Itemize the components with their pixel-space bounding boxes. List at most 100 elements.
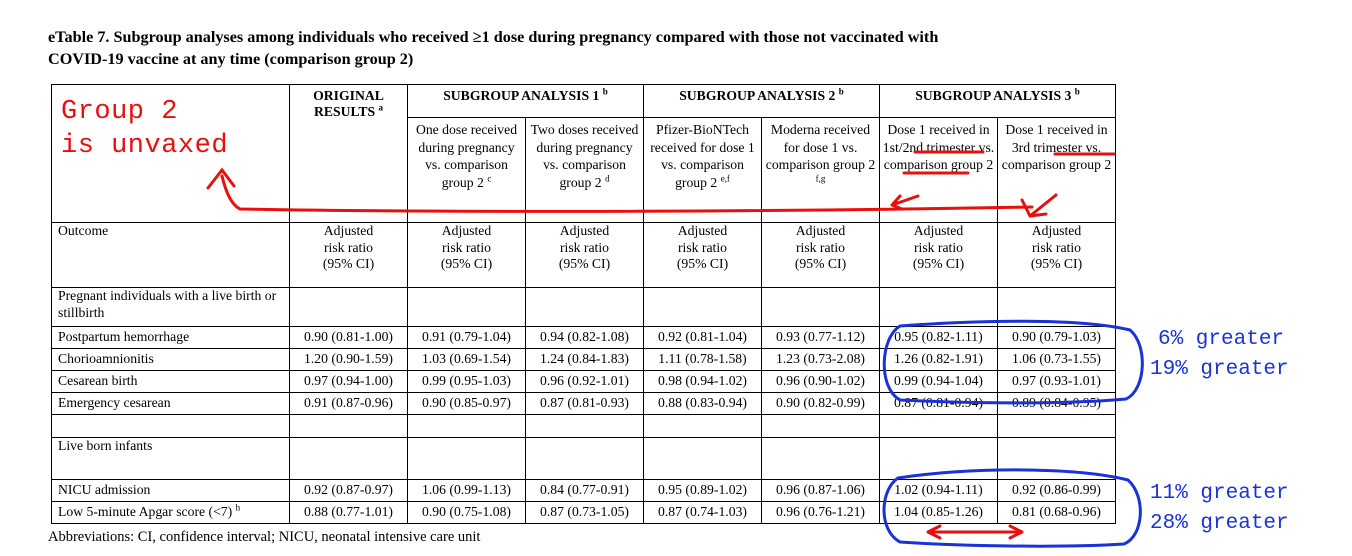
risk-ratio-cell: 0.99 (0.95-1.03) [407,370,526,393]
risk-ratio-cell: 1.02 (0.94-1.11) [879,479,998,502]
table-title: eTable 7. Subgroup analyses among indivi… [48,26,1128,70]
risk-ratio-cell: 0.95 (0.89-1.02) [643,479,762,502]
title-line-1: eTable 7. Subgroup analyses among indivi… [48,28,939,46]
annotation-nicu-greater: 11% greater [1150,482,1289,505]
risk-ratio-cell: 0.90 (0.85-0.97) [407,392,526,415]
empty-cell [761,437,880,480]
risk-ratio-cell: 0.90 (0.82-0.99) [761,392,880,415]
risk-ratio-cell: 1.24 (0.84-1.83) [525,348,644,371]
risk-ratio-cell: 1.03 (0.69-1.54) [407,348,526,371]
risk-ratio-cell: 0.94 (0.82-1.08) [525,326,644,349]
annotation-pph-greater: 6% greater [1158,328,1285,351]
empty-cell [289,437,408,480]
risk-ratio-cell: 0.89 (0.84-0.95) [997,392,1116,415]
section-pregnant: Pregnant individuals with a live birth o… [51,287,290,327]
subheader-5: Dose 1 received in 1st/2nd trimester vs.… [879,117,998,223]
outcome-label: Chorioamnionitis [51,348,290,371]
empty-cell [761,287,880,327]
risk-ratio-cell: 0.84 (0.77-0.91) [525,479,644,502]
measure-cell-4: Adjusted risk ratio (95% CI) [643,222,762,288]
risk-ratio-cell: 0.92 (0.81-1.04) [643,326,762,349]
risk-ratio-cell: 0.98 (0.94-1.02) [643,370,762,393]
empty-cell [525,287,644,327]
measure-cell-5: Adjusted risk ratio (95% CI) [761,222,880,288]
table-row: Postpartum hemorrhage 0.90 (0.81-1.00) 0.9… [51,326,1116,349]
section-infants: Live born infants [51,437,290,480]
empty-cell [643,437,762,480]
measure-cell-2: Adjusted risk ratio (95% CI) [407,222,526,288]
risk-ratio-cell: 0.91 (0.87-0.96) [289,392,408,415]
empty-cell [761,414,880,438]
risk-ratio-cell: 0.97 (0.93-1.01) [997,370,1116,393]
annotation-group2-line2: is unvaxed [61,131,229,161]
table-row: Emergency cesarean 0.91 (0.87-0.96) 0.90 (… [51,392,1116,415]
risk-ratio-cell: 0.90 (0.75-1.08) [407,501,526,524]
risk-ratio-cell: 0.87 (0.81-0.93) [525,392,644,415]
risk-ratio-cell: 1.04 (0.85-1.26) [879,501,998,524]
outcome-label: Postpartum hemorrhage [51,326,290,349]
empty-cell [525,414,644,438]
empty-cell [879,437,998,480]
empty-cell [51,414,290,438]
table-row: Chorioamnionitis 1.20 (0.90-1.59) 1.03 (0.… [51,348,1116,371]
title-line-2: COVID-19 vaccine at any time (comparison… [48,50,414,68]
risk-ratio-cell: 1.23 (0.73-2.08) [761,348,880,371]
subheader-6: Dose 1 received in 3rd trimester vs. com… [997,117,1116,223]
red-double-arrow [926,524,1024,540]
risk-ratio-cell: 1.11 (0.78-1.58) [643,348,762,371]
outcome-label: NICU admission [51,479,290,502]
table-row: Cesarean birth 0.97 (0.94-1.00) 0.99 (0.95… [51,370,1116,393]
empty-cell [879,287,998,327]
annotation-group2-line1: Group 2 [61,97,178,127]
risk-ratio-cell: 0.97 (0.94-1.00) [289,370,408,393]
outcome-label: Low 5-minute Apgar score (<7) h [51,501,290,524]
header-original-results: ORIGINAL RESULTS a [289,84,408,223]
risk-ratio-cell: 0.81 (0.68-0.96) [997,501,1116,524]
subheader-4: Moderna received for dose 1 vs. comparis… [761,117,880,223]
measure-cell-7: Adjusted risk ratio (95% CI) [997,222,1116,288]
table-row: NICU admission 0.92 (0.87-0.97) 1.06 (0.99… [51,479,1116,502]
risk-ratio-cell: 0.96 (0.92-1.01) [525,370,644,393]
risk-ratio-cell: 0.92 (0.87-0.97) [289,479,408,502]
risk-ratio-cell: 0.92 (0.86-0.99) [997,479,1116,502]
risk-ratio-cell: 1.06 (0.99-1.13) [407,479,526,502]
empty-cell [997,437,1116,480]
risk-ratio-cell: 0.96 (0.76-1.21) [761,501,880,524]
risk-ratio-cell: 0.88 (0.77-1.01) [289,501,408,524]
risk-ratio-cell: 0.90 (0.79-1.03) [997,326,1116,349]
footnote-abbreviations: Abbreviations: CI, confidence interval; … [48,529,481,545]
empty-cell [643,287,762,327]
empty-cell [407,287,526,327]
measure-cell-6: Adjusted risk ratio (95% CI) [879,222,998,288]
subheader-3: Pfizer-BioNTech received for dose 1 vs. … [643,117,762,223]
table-row: Low 5-minute Apgar score (<7) h 0.88 (0.7… [51,501,1116,524]
empty-cell [407,437,526,480]
empty-cell [407,414,526,438]
subheader-2: Two doses received during pregnancy vs. … [525,117,644,223]
risk-ratio-cell: 0.95 (0.82-1.11) [879,326,998,349]
risk-ratio-cell: 0.93 (0.77-1.12) [761,326,880,349]
risk-ratio-cell: 0.87 (0.74-1.03) [643,501,762,524]
outcome-label: Emergency cesarean [51,392,290,415]
risk-ratio-cell: 0.87 (0.73-1.05) [525,501,644,524]
empty-cell [289,287,408,327]
header-subgroup-2: SUBGROUP ANALYSIS 2 b [643,84,880,118]
outcome-label: Cesarean birth [51,370,290,393]
outcome-header: Outcome [51,222,290,288]
risk-ratio-cell: 0.96 (0.90-1.02) [761,370,880,393]
empty-cell [289,414,408,438]
risk-ratio-cell: 0.96 (0.87-1.06) [761,479,880,502]
header-subgroup-3: SUBGROUP ANALYSIS 3 b [879,84,1116,118]
empty-cell [643,414,762,438]
risk-ratio-cell: 0.88 (0.83-0.94) [643,392,762,415]
risk-ratio-cell: 0.90 (0.81-1.00) [289,326,408,349]
risk-ratio-cell: 1.20 (0.90-1.59) [289,348,408,371]
measure-cell-1: Adjusted risk ratio (95% CI) [289,222,408,288]
empty-cell [997,414,1116,438]
risk-ratio-cell: 0.91 (0.79-1.04) [407,326,526,349]
measure-cell-3: Adjusted risk ratio (95% CI) [525,222,644,288]
empty-cell [879,414,998,438]
annotation-apgar-greater: 28% greater [1150,512,1289,535]
risk-ratio-cell: 1.06 (0.73-1.55) [997,348,1116,371]
annotation-chorio-greater: 19% greater [1150,358,1289,381]
